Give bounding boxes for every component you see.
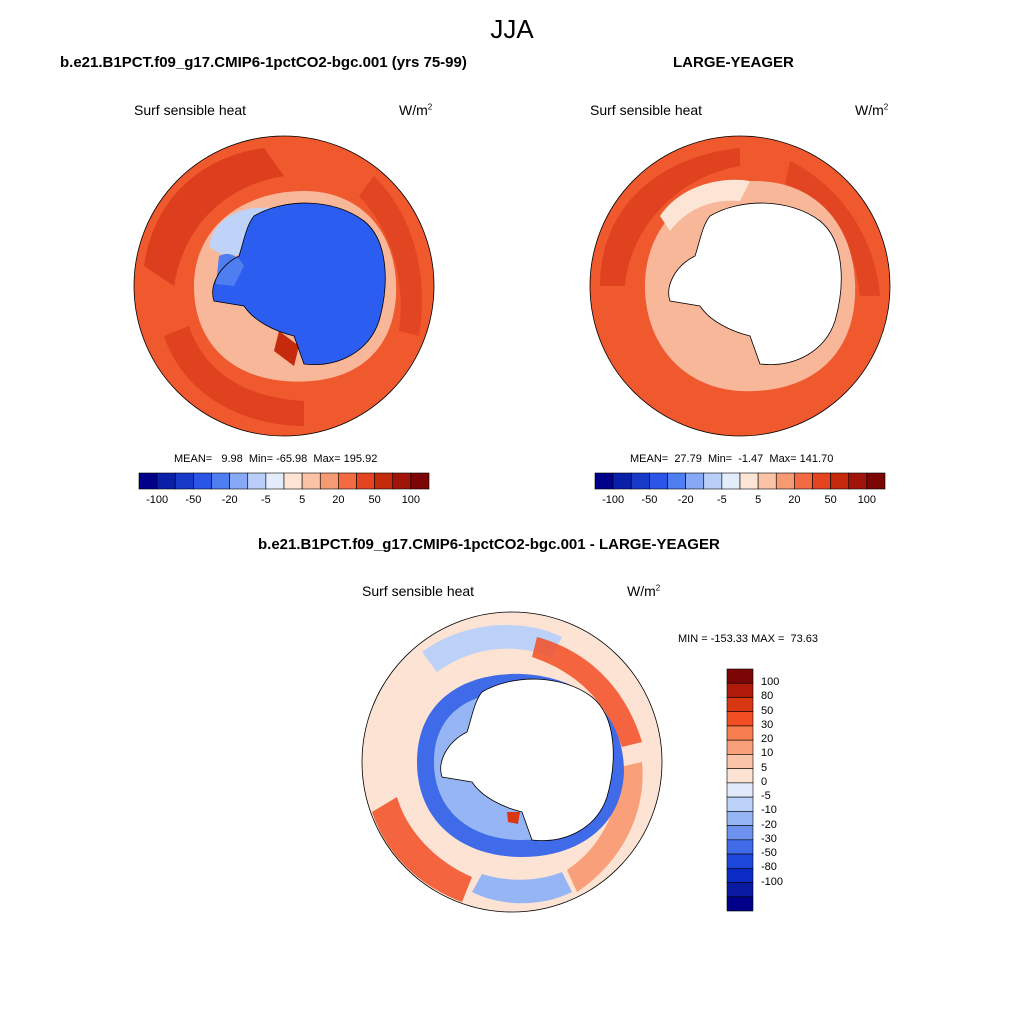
colorbar-swatch (410, 472, 430, 490)
colorbar-swatch (726, 725, 754, 741)
colorbar-tick-label: -5 (716, 494, 727, 506)
colorbar-tick-label: 30 (761, 718, 774, 731)
colorbar-tick-label: 100 (761, 676, 780, 689)
panel2-colorbar (594, 472, 886, 490)
colorbar-tick-label: -50 (185, 494, 202, 506)
colorbar-swatch (726, 782, 754, 798)
colorbar-tick-label: 10 (761, 747, 774, 760)
colorbar-swatch (703, 472, 723, 490)
colorbar-swatch (726, 882, 754, 898)
colorbar-tick-label: 20 (788, 494, 801, 506)
colorbar-swatch (830, 472, 850, 490)
colorbar-swatch (283, 472, 303, 490)
colorbar-swatch (726, 811, 754, 826)
colorbar-swatch (726, 853, 754, 869)
colorbar-swatch (775, 472, 795, 490)
colorbar-tick-label: -100 (602, 494, 625, 506)
colorbar-tick-label: -80 (761, 861, 777, 874)
panel1-units: W/m2 (399, 102, 433, 118)
panel3-variable-label: Surf sensible heat (362, 583, 475, 599)
colorbar-swatch (594, 472, 614, 490)
colorbar-swatch (174, 472, 194, 490)
colorbar-tick-label: -20 (761, 818, 777, 831)
colorbar-swatch (630, 472, 650, 490)
colorbar-tick-label: 5 (755, 494, 762, 506)
colorbar-swatch (794, 472, 813, 490)
colorbar-swatch (866, 472, 886, 490)
colorbar-swatch (685, 472, 705, 490)
colorbar-tick-label: -20 (677, 494, 694, 506)
colorbar-tick-label: -10 (761, 804, 777, 817)
colorbar-tick-label: 20 (332, 494, 345, 506)
colorbar-swatch (848, 472, 868, 490)
panel3-units: W/m2 (627, 583, 661, 599)
colorbar-swatch (301, 472, 321, 490)
colorbar-swatch (392, 472, 412, 490)
panel1-title: b.e21.B1PCT.f09_g17.CMIP6-1pctCO2-bgc.00… (60, 54, 467, 71)
colorbar-swatch (374, 472, 394, 490)
colorbar-tick-label: 100 (857, 494, 877, 506)
colorbar-swatch (726, 668, 754, 684)
colorbar-tick-label: 50 (761, 704, 774, 717)
colorbar-tick-label: -100 (146, 494, 169, 506)
panel2-variable-label: Surf sensible heat (590, 102, 703, 118)
colorbar-tick-label: 0 (761, 775, 768, 788)
colorbar-swatch (356, 472, 375, 490)
colorbar-swatch (726, 896, 754, 912)
colorbar-swatch (739, 472, 759, 490)
colorbar-swatch (138, 472, 158, 490)
colorbar-tick-label: 50 (368, 494, 381, 506)
colorbar-swatch (211, 472, 230, 490)
panel2-units: W/m2 (855, 102, 889, 118)
colorbar-swatch (667, 472, 686, 490)
panel2-stats: MEAN= 27.79 Min= -1.47 Max= 141.70 (630, 453, 834, 465)
colorbar-swatch (319, 472, 339, 490)
colorbar-swatch (726, 739, 754, 755)
panel1-map (133, 135, 435, 437)
panel3-colorbar (726, 668, 754, 912)
colorbar-swatch (265, 472, 285, 490)
figure-title: JJA (490, 14, 534, 44)
colorbar-tick-label: -50 (761, 847, 777, 860)
panel1-stats: MEAN= 9.98 Min= -65.98 Max= 195.92 (174, 453, 378, 465)
colorbar-tick-label: 20 (761, 733, 774, 746)
colorbar-tick-label: 80 (761, 690, 774, 703)
panel2-map (589, 135, 891, 437)
colorbar-swatch (247, 472, 267, 490)
colorbar-swatch (757, 472, 777, 490)
colorbar-tick-label: 5 (761, 761, 768, 774)
colorbar-swatch (812, 472, 831, 490)
colorbar-swatch (229, 472, 249, 490)
panel3-stats: MIN = -153.33 MAX = 73.63 (678, 633, 819, 645)
colorbar-swatch (726, 711, 754, 727)
panel3-title: b.e21.B1PCT.f09_g17.CMIP6-1pctCO2-bgc.00… (258, 536, 720, 553)
colorbar-tick-label: -30 (761, 832, 777, 845)
panel1-variable-label: Surf sensible heat (134, 102, 247, 118)
colorbar-swatch (726, 867, 754, 883)
colorbar-swatch (612, 472, 632, 490)
colorbar-swatch (156, 472, 176, 490)
panel1-colorbar (138, 472, 430, 490)
panel2-title: LARGE-YEAGER (673, 54, 794, 71)
colorbar-tick-label: 100 (401, 494, 421, 506)
colorbar-swatch (721, 472, 741, 490)
colorbar-swatch (726, 697, 754, 713)
colorbar-tick-label: -20 (221, 494, 238, 506)
colorbar-swatch (338, 472, 357, 490)
colorbar-tick-label: 50 (824, 494, 837, 506)
colorbar-swatch (726, 796, 754, 812)
colorbar-tick-label: -100 (761, 875, 784, 888)
colorbar-tick-label: -5 (260, 494, 271, 506)
colorbar-swatch (726, 825, 754, 841)
colorbar-tick-label: -5 (761, 790, 771, 803)
colorbar-swatch (193, 472, 212, 490)
colorbar-swatch (726, 768, 754, 784)
colorbar-swatch (649, 472, 668, 490)
colorbar-tick-label: -50 (641, 494, 658, 506)
colorbar-swatch (726, 839, 754, 855)
colorbar-swatch (726, 754, 754, 769)
colorbar-tick-label: 5 (299, 494, 306, 506)
colorbar-swatch (726, 682, 754, 698)
panel3-map (361, 611, 663, 913)
